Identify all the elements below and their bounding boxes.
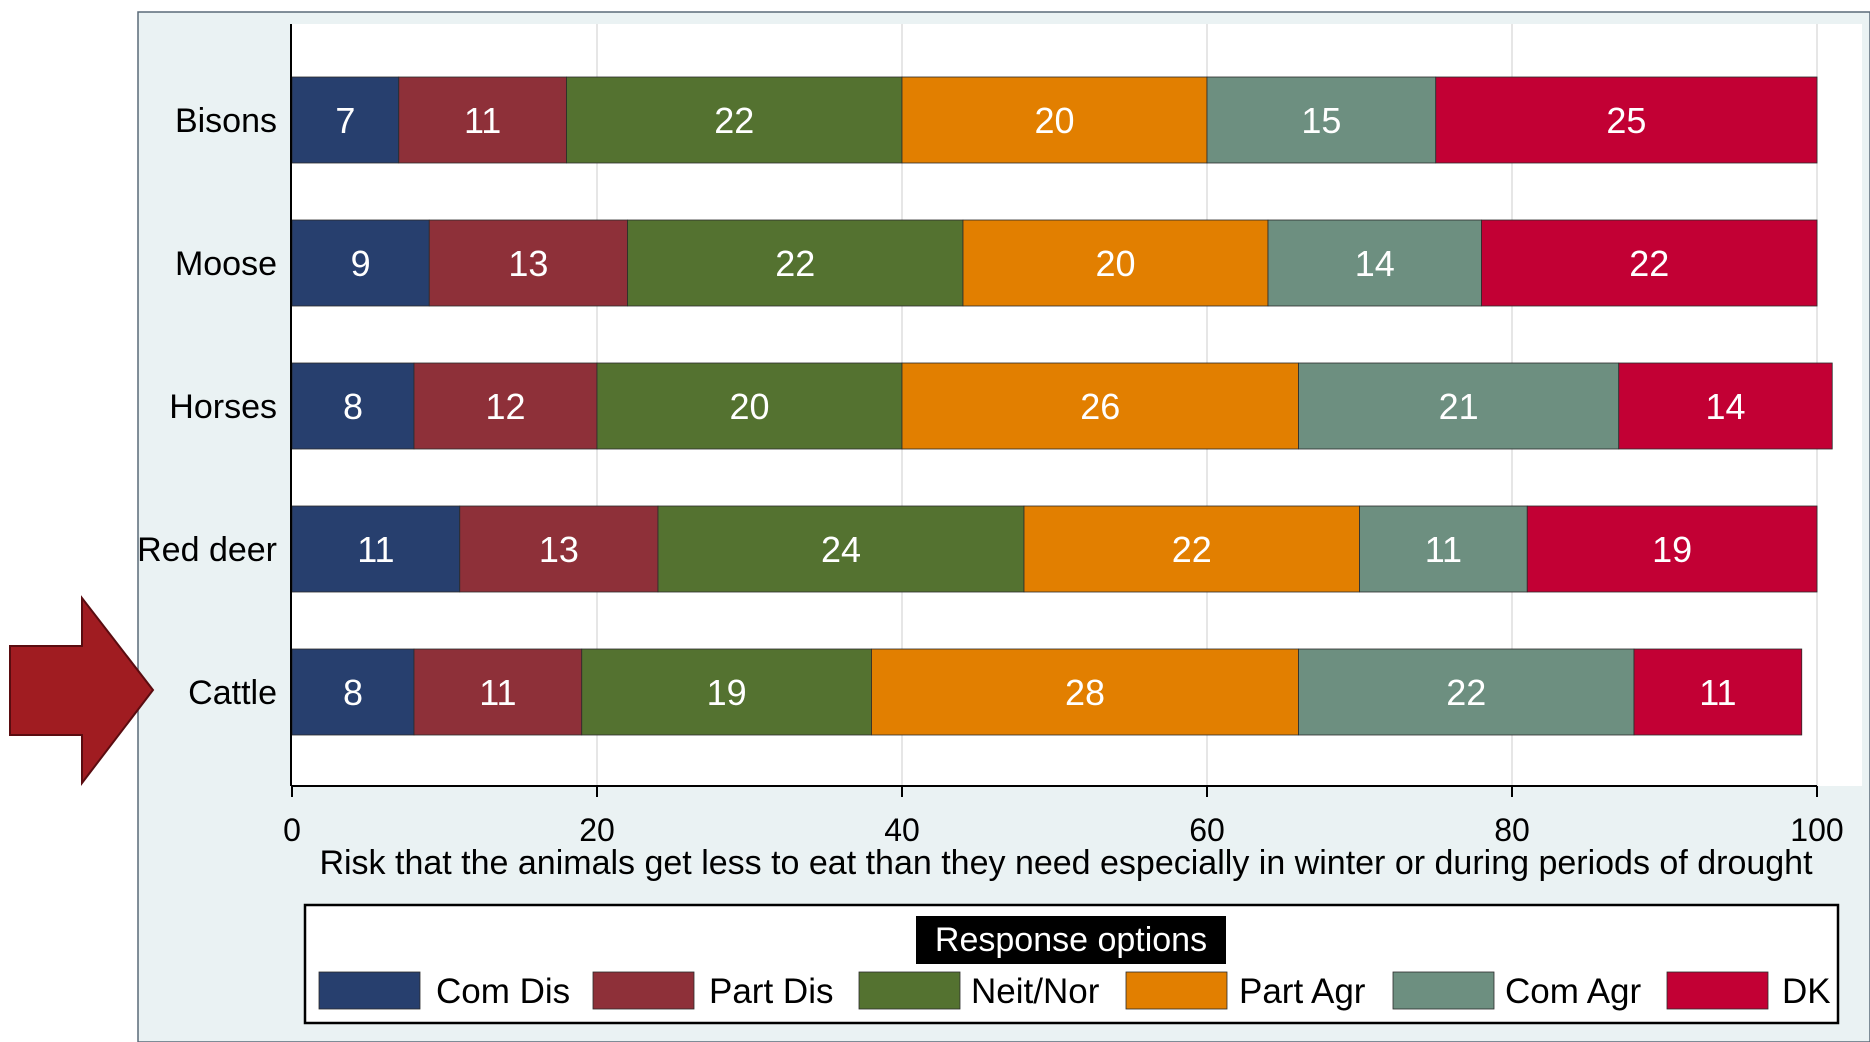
- legend-items: Com Dis Part Dis Neit/Nor Part Agr Com Agr DK: [318, 971, 1831, 1011]
- bar-segment: [1298, 648, 1635, 736]
- bar-segment: [291, 76, 400, 164]
- bar-segment: [459, 505, 659, 593]
- x-ticks: 0 20 40 60 80 100: [283, 786, 1844, 848]
- legend-swatch: [1666, 971, 1769, 1010]
- category-label: Red deer: [137, 531, 277, 569]
- legend-swatch: [592, 971, 695, 1010]
- bar-value-label: 20: [729, 386, 769, 427]
- bar-value-label: 8: [343, 672, 363, 713]
- bar-segment: [1267, 219, 1482, 307]
- bar-value-label: 11: [357, 529, 394, 570]
- legend-swatch: [1392, 971, 1495, 1010]
- legend-title: Response options: [935, 921, 1207, 959]
- x-axis-label: Risk that the animals get less to eat th…: [319, 844, 1813, 882]
- legend-swatch: [318, 971, 421, 1010]
- bar-segment: [596, 362, 903, 450]
- legend-title-bg: [916, 916, 1226, 964]
- bar-value-label: 11: [1699, 672, 1736, 713]
- bar-value-label: 22: [775, 243, 815, 284]
- bar-segment: [291, 219, 430, 307]
- bar-segment: [1526, 505, 1818, 593]
- bar-segment: [901, 76, 1208, 164]
- bar-value-label: 13: [539, 529, 579, 570]
- category-label: Cattle: [188, 674, 277, 712]
- bar-value-label: 19: [1652, 529, 1692, 570]
- bar-value-label: 22: [1172, 529, 1212, 570]
- bar-value-label: 24: [821, 529, 861, 570]
- bar-segment: [1298, 362, 1620, 450]
- bar-value-label: 19: [707, 672, 747, 713]
- legend-label: Com Agr: [1505, 972, 1641, 1011]
- x-tick-label: 20: [579, 812, 615, 848]
- bar-value-label: 12: [485, 386, 525, 427]
- bar-value-label: 15: [1301, 100, 1341, 141]
- category-labels: Bisons Moose Horses Red deer Cattle: [137, 102, 277, 712]
- bar-value-label: 11: [479, 672, 516, 713]
- bar-segment: [1618, 362, 1833, 450]
- bar-value-label: 8: [343, 386, 363, 427]
- bar-segment: [1435, 76, 1818, 164]
- bar-value-label: 22: [1446, 672, 1486, 713]
- bar-segment: [581, 648, 872, 736]
- bar-segment: [871, 648, 1299, 736]
- bar-value-label: 22: [1629, 243, 1669, 284]
- bar-segment: [413, 648, 583, 736]
- bar-value-label: 9: [351, 243, 371, 284]
- x-tick-label: 80: [1494, 812, 1530, 848]
- category-label: Moose: [175, 245, 277, 283]
- bar-segment: [1359, 505, 1528, 593]
- bar-segment: [1206, 76, 1437, 164]
- bar-segment: [1023, 505, 1360, 593]
- category-label: Bisons: [175, 102, 277, 140]
- bar-segment: [398, 76, 567, 164]
- bar-segment: [1633, 648, 1803, 736]
- legend-swatch: [858, 971, 961, 1010]
- bar-segment: [657, 505, 1025, 593]
- bar-value-label: 20: [1095, 243, 1135, 284]
- bar-segment: [566, 76, 903, 164]
- bar-segment: [627, 219, 964, 307]
- legend-label: Com Dis: [436, 972, 570, 1011]
- bar-value-label: 11: [1425, 529, 1462, 570]
- category-label: Horses: [169, 388, 277, 426]
- x-tick-label: 60: [1189, 812, 1225, 848]
- legend-label: Part Dis: [709, 972, 833, 1011]
- bar-value-label: 14: [1355, 243, 1395, 284]
- legend-label: Neit/Nor: [971, 972, 1100, 1011]
- bar-value-label: 13: [508, 243, 548, 284]
- bar-value-label: 11: [464, 100, 501, 141]
- bars: 7 11 22 20 15 25 9 13 22 20 14 22 8 12 20 26 21 14 11 13 24 2…: [291, 76, 1833, 736]
- bar-segment: [291, 648, 415, 736]
- bar-value-label: 26: [1080, 386, 1120, 427]
- bar-segment: [901, 362, 1299, 450]
- bar-value-label: 22: [714, 100, 754, 141]
- bar-value-label: 21: [1439, 386, 1479, 427]
- x-tick-label: 40: [884, 812, 920, 848]
- legend-label: Part Agr: [1239, 972, 1366, 1011]
- bar-segment: [1481, 219, 1818, 307]
- bar-value-label: 14: [1705, 386, 1745, 427]
- bar-segment: [428, 219, 628, 307]
- bar-segment: [413, 362, 598, 450]
- bar-value-label: 7: [335, 100, 355, 141]
- legend-label: DK: [1782, 972, 1831, 1011]
- bar-value-label: 25: [1606, 100, 1646, 141]
- arrow-icon: [9, 595, 155, 786]
- x-tick-label: 100: [1790, 812, 1843, 848]
- bar-value-label: 28: [1065, 672, 1105, 713]
- x-tick-label: 0: [283, 812, 301, 848]
- bar-segment: [962, 219, 1269, 307]
- bar-segment: [291, 505, 461, 593]
- bar-value-label: 20: [1034, 100, 1074, 141]
- legend-swatch: [1125, 971, 1228, 1010]
